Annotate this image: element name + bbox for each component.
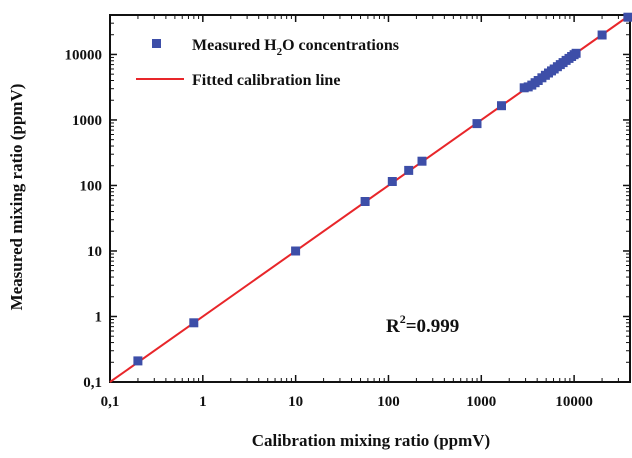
data-point xyxy=(623,12,632,22)
legend-label-fit: Fitted calibration line xyxy=(192,72,340,89)
x-tick-label: 10 xyxy=(288,394,303,410)
axes-layer: 0,1 0,1 1 1 10 10 100 100 1000 1000 10000 10000 xyxy=(65,14,631,410)
data-point xyxy=(417,156,427,166)
x-tick-label: 1000 xyxy=(466,394,496,410)
data-point xyxy=(291,246,301,256)
data-point xyxy=(472,119,482,129)
x-tick-label: 1 xyxy=(199,394,207,410)
points-layer xyxy=(133,12,632,366)
legend-label-measured: Measured H2O concentrations xyxy=(192,37,399,58)
plot-frame xyxy=(109,14,631,383)
x-axis-label: Calibration mixing ratio (ppmV) xyxy=(252,431,490,450)
data-point xyxy=(571,48,581,58)
data-point xyxy=(360,197,370,206)
y-tick-label: 100 xyxy=(80,178,103,194)
legend-marker-measured xyxy=(152,39,161,48)
data-point xyxy=(497,101,506,111)
data-point xyxy=(404,165,414,175)
y-tick-label: 1 xyxy=(95,309,103,325)
data-point xyxy=(133,356,143,366)
data-point xyxy=(387,177,397,186)
y-tick-label: 0,1 xyxy=(83,375,102,391)
y-tick-label: 10 xyxy=(87,244,102,260)
r-squared-annotation: R2=0.999 xyxy=(386,312,459,337)
legend: Measured H2O concentrations Fitted calib… xyxy=(136,37,399,89)
x-tick-label: 0,1 xyxy=(101,394,120,410)
y-axis-label: Measured mixing ratio (ppmV) xyxy=(7,84,26,311)
x-tick-label: 10000 xyxy=(555,394,593,410)
x-tick-label: 100 xyxy=(377,394,400,410)
y-tick-label: 10000 xyxy=(65,47,103,63)
data-point xyxy=(189,318,199,328)
data-point xyxy=(597,30,607,40)
y-tick-label: 1000 xyxy=(72,113,102,129)
